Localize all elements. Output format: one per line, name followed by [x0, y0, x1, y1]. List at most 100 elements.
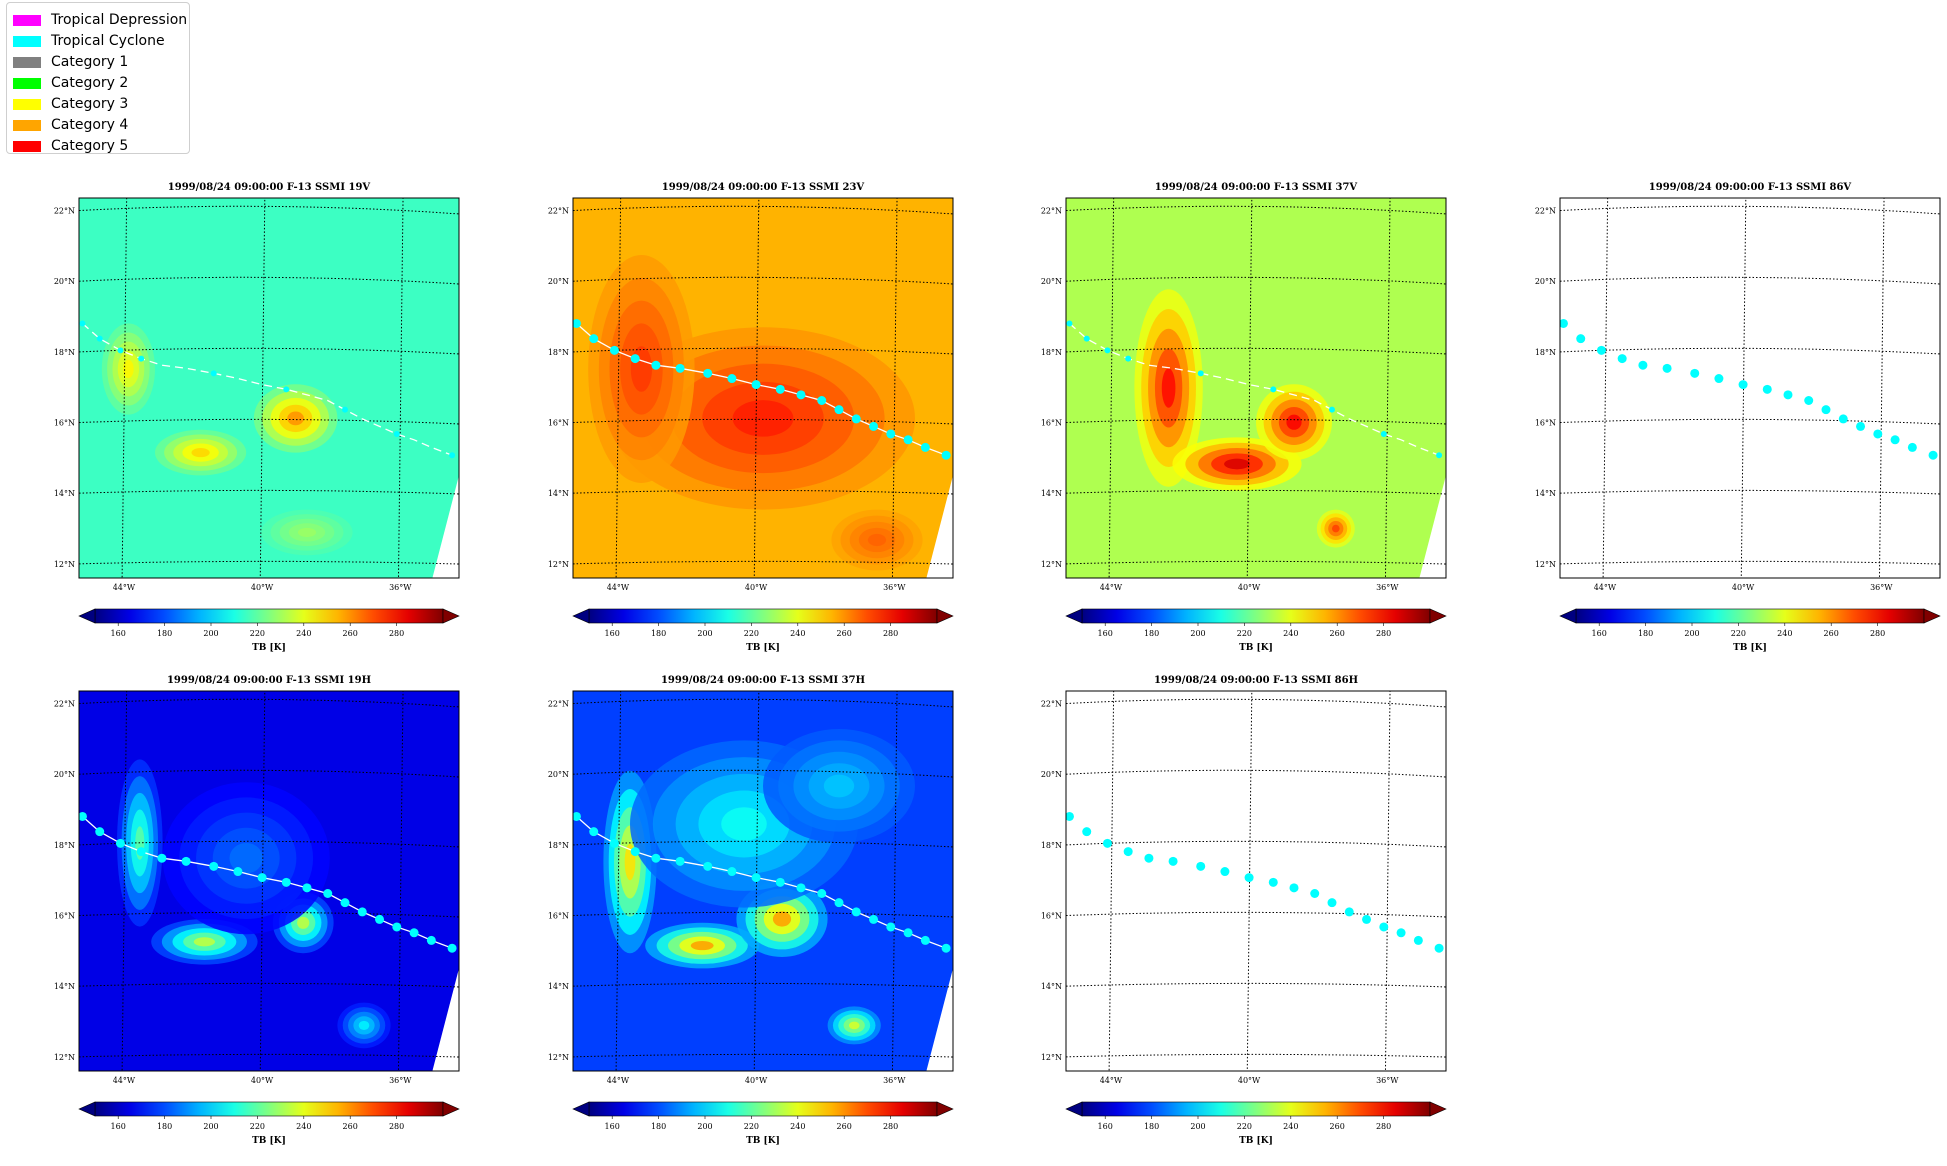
tb-feature [690, 941, 714, 951]
colorbar-label: TB [K] [746, 1136, 780, 1146]
lat-tick-label: 22°N [1535, 207, 1556, 216]
track-point [233, 867, 243, 877]
parallel [1560, 418, 1940, 425]
colorbar-tick-label: 160 [605, 1122, 620, 1131]
track-point [1890, 435, 1900, 445]
colorbar-tick-label: 160 [1592, 629, 1607, 638]
parallel [79, 205, 459, 215]
track-point [1821, 405, 1831, 415]
lat-tick-label: 22°N [54, 207, 75, 216]
track-point [1617, 354, 1627, 364]
lon-tick-label: 44°W [113, 583, 136, 592]
track-point [157, 853, 167, 863]
colorbar-tick-label: 160 [111, 629, 126, 638]
meridian [397, 198, 404, 578]
tb-feature [732, 400, 794, 437]
legend-swatch [13, 140, 41, 152]
lon-tick-label: 36°W [883, 1076, 906, 1085]
track-point [869, 914, 879, 924]
track-point [1928, 450, 1938, 460]
parallel [1066, 347, 1446, 355]
colorbar-extend-low [572, 608, 590, 624]
track-point [851, 414, 861, 424]
map-frame [1065, 197, 1447, 579]
tb-feature [823, 774, 855, 798]
colorbar-tick-label: 180 [651, 1122, 666, 1131]
track-point [1268, 877, 1278, 887]
legend-label: Category 5 [51, 138, 129, 154]
parallel [1066, 769, 1446, 778]
tb-feature [297, 527, 317, 537]
colorbar-gradient [1575, 608, 1925, 624]
track-point [1083, 335, 1090, 342]
colorbar-tick-label: 160 [1098, 629, 1113, 638]
colorbar-tick-label: 260 [1824, 629, 1839, 638]
tb-feature [123, 359, 134, 379]
track-point [375, 914, 385, 924]
colorbar: 160 180 200 220 240 260 280 TB [K] [572, 608, 954, 653]
parallel [79, 769, 459, 778]
track-point [1102, 838, 1112, 848]
colorbar-tick-label: 280 [883, 629, 898, 638]
track-point [1436, 452, 1443, 459]
map-frame [1559, 197, 1941, 579]
track-point [1082, 827, 1092, 837]
map-panel-19v: 1999/08/24 09:00:00 F-13 SSMI 19V 12°N 14°… [54, 182, 460, 653]
lat-tick-label: 14°N [1041, 982, 1062, 991]
map-panel-19h: 1999/08/24 09:00:00 F-13 SSMI 19H 12°N 14°… [54, 675, 460, 1146]
track-point [209, 861, 219, 871]
track-point [920, 935, 930, 945]
lat-tick-label: 16°N [548, 419, 569, 428]
track-point [1596, 345, 1606, 355]
tb-feature [193, 937, 216, 947]
colorbar-tick-label: 280 [883, 1122, 898, 1131]
track-point [1289, 883, 1299, 893]
colorbar-tick-label: 200 [203, 629, 218, 638]
colorbar-tick-label: 260 [1330, 629, 1345, 638]
parallel [1066, 911, 1446, 918]
legend-swatch [13, 14, 41, 26]
parallel [1560, 489, 1940, 495]
track-point [1104, 347, 1111, 354]
colorbar-label: TB [K] [1239, 1136, 1273, 1146]
track-point [630, 847, 640, 857]
panel-title: 1999/08/24 09:00:00 F-13 SSMI 23V [662, 182, 865, 193]
lat-tick-label: 14°N [1535, 489, 1556, 498]
track-point [751, 873, 761, 883]
meridian [891, 691, 898, 1071]
panel-title: 1999/08/24 09:00:00 F-13 SSMI 86H [1154, 675, 1358, 686]
colorbar-tick-label: 280 [389, 1122, 404, 1131]
colorbar-extend-low [1065, 1101, 1083, 1117]
track-point [834, 898, 844, 908]
legend-entry: Category 5 [13, 137, 128, 155]
legend-swatch [13, 119, 41, 131]
parallel [573, 911, 953, 918]
track-point [1783, 390, 1793, 400]
parallel [1066, 205, 1446, 215]
parallel [573, 276, 953, 285]
track-point [79, 811, 87, 821]
map-panel-86v: 1999/08/24 09:00:00 F-13 SSMI 86V 12°N 14°… [1535, 182, 1941, 653]
swath-edge [432, 968, 459, 1071]
colorbar-tick-label: 160 [1098, 1122, 1113, 1131]
colorbar-tick-label: 200 [697, 629, 712, 638]
parallel [1560, 276, 1940, 285]
map-panel-23v: 1999/08/24 09:00:00 F-13 SSMI 23V 12°N 14°… [548, 182, 954, 653]
lat-tick-label: 12°N [1041, 1053, 1062, 1062]
colorbar-tick-label: 280 [1870, 629, 1885, 638]
lon-tick-label: 44°W [607, 583, 630, 592]
parallel [573, 698, 953, 708]
track-point [775, 384, 785, 394]
tb-feature [297, 916, 310, 929]
swath-edge [432, 475, 459, 578]
lat-tick-label: 20°N [1041, 770, 1062, 779]
parallel [1066, 418, 1446, 425]
colorbar-extend-high [442, 1101, 460, 1117]
parallel [573, 769, 953, 778]
track-point [1638, 360, 1648, 370]
lon-tick-label: 44°W [1594, 583, 1617, 592]
legend-label: Category 2 [51, 75, 129, 91]
lon-tick-label: 40°W [251, 583, 274, 592]
track-point [1560, 318, 1568, 328]
track-point [589, 827, 599, 837]
